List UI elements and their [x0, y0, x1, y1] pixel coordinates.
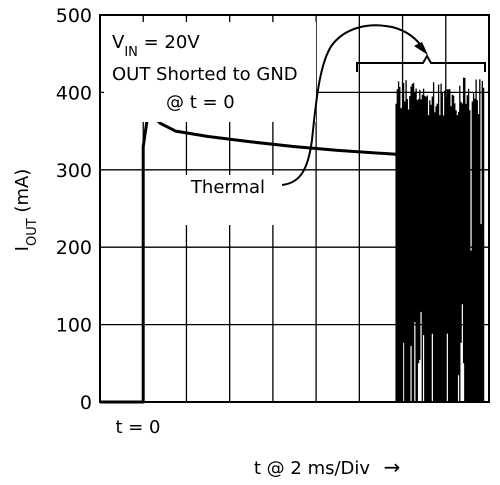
plot-frame [99, 14, 490, 403]
y-tick-label: 500 [56, 5, 92, 27]
thermal-label: Thermal [190, 177, 265, 198]
thermal-cycling-band [395, 77, 485, 402]
vin-label: VIN = 20V [112, 32, 200, 60]
annotation-background [104, 22, 316, 122]
y-axis-label: IOUT (mA) [12, 169, 40, 252]
y-tick-label: 100 [56, 315, 92, 337]
shorted-time-label: @ t = 0 [166, 92, 235, 113]
shorted-label: OUT Shorted to GND [112, 64, 298, 85]
thermal-label-background [180, 175, 280, 225]
thermal-cycling-brace [356, 53, 486, 72]
y-tick-label: 200 [56, 237, 92, 259]
y-tick-label: 400 [56, 82, 92, 104]
thermal-cycling-pointer [281, 24, 425, 186]
y-tick-label: 300 [56, 160, 92, 182]
iout-trace [100, 114, 397, 404]
y-tick-label: 0 [80, 392, 92, 414]
pointer-arrowhead [414, 42, 428, 55]
x-axis-label: t @ 2 ms/Div [254, 458, 371, 479]
x-tick-t0: t = 0 [115, 417, 160, 438]
x-axis-arrow: → [384, 455, 401, 479]
y-tick-labels: 0 100 200 300 400 500 [56, 5, 92, 414]
thermal-cycling-pulses [395, 77, 485, 402]
